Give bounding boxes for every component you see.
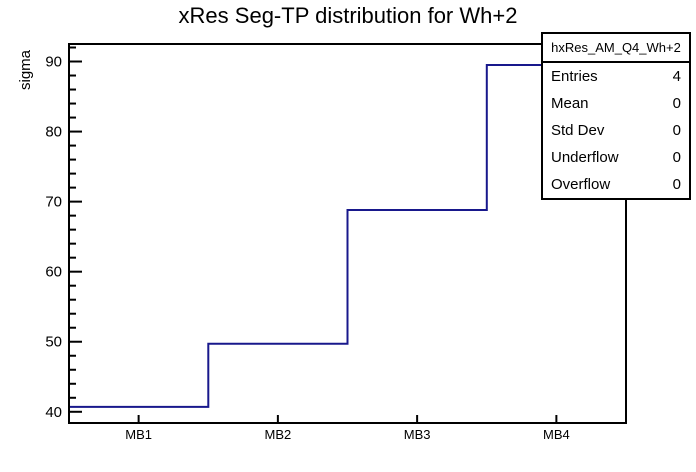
x-tick-label: MB1: [125, 427, 152, 442]
stats-box: hxRes_AM_Q4_Wh+2 Entries 4 Mean 0 Std De…: [541, 32, 691, 200]
stat-label: Mean: [551, 95, 589, 112]
y-tick-label: 90: [45, 54, 62, 71]
y-tick-label: 50: [45, 334, 62, 351]
y-tick-label: 70: [45, 194, 62, 211]
y-tick-label: 80: [45, 124, 62, 141]
stat-label: Underflow: [551, 149, 619, 166]
stats-row: Entries 4: [543, 63, 689, 90]
plot-frame: [68, 43, 627, 424]
y-tick-label: 40: [45, 404, 62, 421]
stat-label: Std Dev: [551, 122, 605, 139]
stat-value: 4: [672, 68, 681, 85]
stat-label: Entries: [551, 68, 598, 85]
x-tick-label: MB4: [543, 427, 570, 442]
chart-title: xRes Seg-TP distribution for Wh+2: [178, 3, 518, 28]
y-tick-label: 60: [45, 264, 62, 281]
stat-value: 0: [672, 176, 681, 193]
stat-value: 0: [672, 95, 681, 112]
stats-header: hxRes_AM_Q4_Wh+2: [543, 34, 689, 63]
stats-rows: Entries 4 Mean 0 Std Dev 0 Underflow 0 O…: [543, 63, 689, 198]
stat-value: 0: [672, 122, 681, 139]
stats-row: Underflow 0: [543, 144, 689, 171]
x-tick-label: MB3: [404, 427, 431, 442]
stats-row: Std Dev 0: [543, 117, 689, 144]
stats-row: Mean 0: [543, 90, 689, 117]
stat-value: 0: [672, 149, 681, 166]
stats-row: Overflow 0: [543, 171, 689, 198]
x-tick-label: MB2: [265, 427, 292, 442]
stat-label: Overflow: [551, 176, 611, 193]
